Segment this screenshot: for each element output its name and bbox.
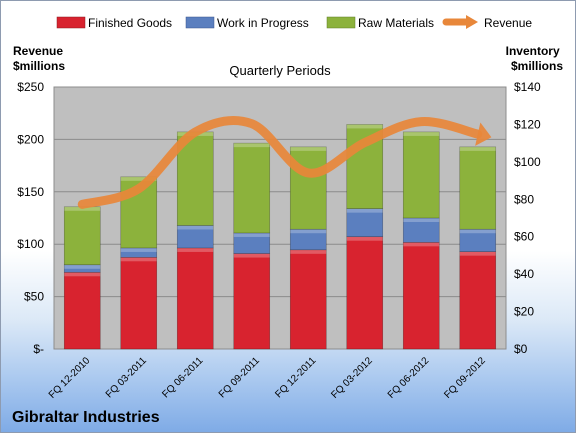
- bar-finished-goods: [459, 251, 497, 350]
- x-tick-label: FQ 09-2012: [442, 355, 488, 401]
- bar-finished-goods: [289, 249, 327, 350]
- bar-raw-materials: [63, 206, 101, 266]
- bar-finished-goods: [176, 247, 214, 350]
- left-tick-label: $250: [17, 80, 44, 94]
- left-tick-label: $-: [33, 342, 44, 356]
- bar-highlight-raw-materials: [120, 176, 157, 181]
- x-tick-label: FQ 06-2011: [160, 355, 205, 400]
- bar-highlight-work-in-progress: [120, 247, 157, 252]
- bar-highlight-work-in-progress: [459, 229, 496, 234]
- bars: [63, 124, 497, 350]
- legend-swatch-finished-goods: [56, 16, 86, 29]
- bar-finished-goods: [402, 242, 440, 350]
- bar-work-in-progress: [346, 208, 384, 238]
- right-tick-label: $60: [514, 230, 534, 244]
- bar-highlight-raw-materials: [403, 131, 440, 136]
- legend-label-revenue: Revenue: [484, 16, 532, 30]
- x-tick-label: FQ 09-2011: [217, 355, 262, 400]
- left-tick-labels: $- $50 $100 $150 $200 $250: [17, 80, 44, 356]
- legend: Finished Goods Work in Progress Raw Mate…: [56, 15, 532, 30]
- bar-finished-goods: [346, 236, 384, 350]
- left-axis-title: Revenue $millions: [13, 44, 66, 73]
- left-tick-label: $200: [17, 132, 44, 146]
- bar-raw-materials: [233, 142, 271, 234]
- x-tick-label: FQ 03-2012: [329, 355, 375, 401]
- right-axis-title: Inventory $millions: [506, 44, 564, 73]
- bar-highlight-raw-materials: [346, 124, 383, 129]
- revenue-line: [77, 115, 492, 209]
- x-tick-label: FQ 12-2011: [273, 355, 318, 400]
- legend-label-work-in-progress: Work in Progress: [217, 16, 309, 30]
- right-tick-labels: $0 $20 $40 $60 $80 $100 $120 $140: [514, 80, 541, 356]
- bar-highlight-work-in-progress: [233, 232, 270, 237]
- right-axis-title-line1: Inventory: [506, 44, 560, 58]
- bar-highlight-finished-goods: [120, 257, 157, 262]
- x-tick-label: FQ 03-2011: [104, 355, 149, 400]
- bar-finished-goods: [233, 253, 271, 350]
- bar-highlight-finished-goods: [403, 242, 440, 247]
- legend-swatch-raw-materials: [326, 16, 356, 29]
- left-tick-label: $100: [17, 237, 44, 251]
- x-tick-label: FQ 12-2010: [47, 355, 93, 401]
- company-name: Gibraltar Industries: [12, 409, 160, 426]
- right-tick-label: $40: [514, 267, 534, 281]
- bar-raw-materials: [289, 146, 327, 230]
- revenue-line-arrowhead: [475, 122, 492, 146]
- bar-highlight-finished-goods: [290, 249, 327, 254]
- revenue-line-path: [77, 115, 483, 209]
- bar-raw-materials: [459, 146, 497, 230]
- left-tick-label: $150: [17, 185, 44, 199]
- chart-title: Quarterly Periods: [229, 63, 331, 78]
- bar-highlight-finished-goods: [459, 251, 496, 256]
- right-tick-label: $100: [514, 155, 541, 169]
- left-tick-label: $50: [24, 290, 44, 304]
- bar-highlight-finished-goods: [177, 247, 214, 252]
- bar-highlight-work-in-progress: [403, 218, 440, 222]
- bar-finished-goods: [120, 256, 158, 350]
- bar-finished-goods: [63, 271, 101, 350]
- x-tick-labels: FQ 12-2010 FQ 03-2011 FQ 06-2011 FQ 09-2011…: [47, 355, 488, 401]
- right-tick-label: $0: [514, 342, 528, 356]
- bar-highlight-work-in-progress: [64, 264, 101, 269]
- bar-highlight-work-in-progress: [346, 208, 383, 213]
- bar-highlight-raw-materials: [233, 143, 270, 148]
- x-tick-label: FQ 06-2012: [386, 355, 432, 401]
- bar-highlight-finished-goods: [233, 253, 270, 258]
- bar-highlight-finished-goods: [64, 272, 101, 277]
- left-axis-title-line2: $millions: [13, 59, 65, 73]
- right-tick-label: $120: [514, 117, 541, 131]
- legend-arrowhead-revenue: [466, 15, 478, 29]
- legend-label-raw-materials: Raw Materials: [358, 16, 434, 30]
- bar-raw-materials: [402, 131, 440, 219]
- left-axis-title-line1: Revenue: [13, 44, 63, 58]
- right-tick-label: $140: [514, 80, 541, 94]
- right-axis-title-line2: $millions: [511, 59, 563, 73]
- legend-label-finished-goods: Finished Goods: [88, 16, 172, 30]
- right-tick-label: $80: [514, 192, 534, 206]
- bar-highlight-work-in-progress: [290, 229, 327, 234]
- bar-work-in-progress: [402, 217, 440, 243]
- bar-highlight-finished-goods: [346, 236, 383, 241]
- bar-highlight-raw-materials: [459, 146, 496, 151]
- bar-highlight-raw-materials: [290, 146, 327, 151]
- bar-highlight-work-in-progress: [177, 225, 214, 230]
- legend-swatch-work-in-progress: [185, 16, 215, 29]
- right-tick-label: $20: [514, 305, 534, 319]
